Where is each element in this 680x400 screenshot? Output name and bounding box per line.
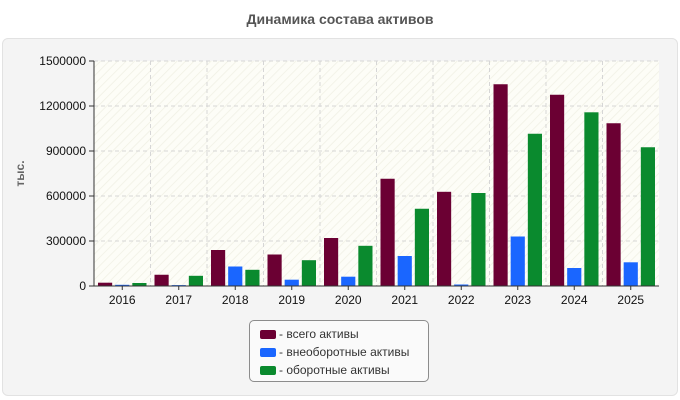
bar-2018-series-0 — [211, 250, 226, 286]
bar-2025-series-0 — [606, 123, 621, 286]
bar-2016-series-2 — [132, 283, 147, 286]
legend-item-total: - всего активы — [260, 325, 428, 343]
bar-2024-series-1 — [567, 268, 582, 286]
bar-2024-series-2 — [584, 112, 599, 286]
bar-2025-series-1 — [623, 262, 638, 286]
bar-2016-series-0 — [98, 282, 113, 286]
x-tick-label: 2018 — [222, 293, 249, 307]
y-tick-label: 600000 — [46, 189, 86, 203]
bar-2023-series-1 — [510, 236, 525, 286]
bar-2021-series-1 — [397, 256, 412, 286]
x-tick-label: 2020 — [335, 293, 362, 307]
bar-2024-series-0 — [550, 94, 565, 286]
bar-2021-series-2 — [414, 208, 429, 286]
x-tick-label: 2016 — [109, 293, 136, 307]
bar-2019-series-2 — [301, 260, 316, 286]
bar-2017-series-0 — [154, 274, 169, 286]
legend-label-total: - всего активы — [279, 327, 359, 341]
bar-2017-series-2 — [188, 275, 203, 286]
y-tick-label: 300000 — [46, 234, 86, 248]
y-axis-label: тыс. — [13, 160, 27, 186]
y-tick-label: 0 — [79, 279, 86, 293]
bar-2022-series-1 — [454, 284, 469, 286]
bar-2016-series-1 — [115, 284, 130, 286]
y-tick-label: 1200000 — [39, 99, 86, 113]
y-tick-label: 900000 — [46, 144, 86, 158]
x-tick-label: 2023 — [504, 293, 531, 307]
bar-2022-series-2 — [471, 193, 486, 286]
bar-2023-series-0 — [493, 84, 508, 286]
x-tick-label: 2021 — [391, 293, 418, 307]
x-tick-label: 2022 — [448, 293, 475, 307]
x-tick-label: 2019 — [278, 293, 305, 307]
legend-swatch-total — [260, 329, 276, 339]
bar-2020-series-2 — [358, 245, 373, 286]
legend-label-current: - оборотные активы — [279, 363, 390, 377]
bar-2025-series-2 — [640, 147, 655, 286]
bar-2019-series-0 — [267, 254, 282, 286]
chart-title: Динамика состава активов — [246, 11, 434, 27]
x-tick-label: 2024 — [561, 293, 588, 307]
bar-2018-series-2 — [245, 269, 260, 286]
legend-swatch-noncurrent — [260, 347, 276, 357]
bar-2022-series-0 — [437, 191, 452, 286]
bar-2023-series-2 — [527, 133, 542, 286]
legend-swatch-current — [260, 365, 276, 375]
bar-2020-series-0 — [324, 238, 339, 286]
bar-2021-series-0 — [380, 178, 395, 286]
legend-label-noncurrent: - внеоборотные активы — [279, 345, 410, 359]
legend-item-current: - оборотные активы — [260, 361, 428, 379]
legend: - всего активы - внеоборотные активы - о… — [249, 320, 429, 382]
bar-2018-series-1 — [228, 266, 243, 286]
bar-2020-series-1 — [341, 276, 356, 286]
x-tick-label: 2025 — [617, 293, 644, 307]
y-tick-label: 1500000 — [39, 54, 86, 68]
x-tick-label: 2017 — [165, 293, 192, 307]
bar-2019-series-1 — [284, 279, 299, 286]
legend-item-noncurrent: - внеоборотные активы — [260, 343, 428, 361]
